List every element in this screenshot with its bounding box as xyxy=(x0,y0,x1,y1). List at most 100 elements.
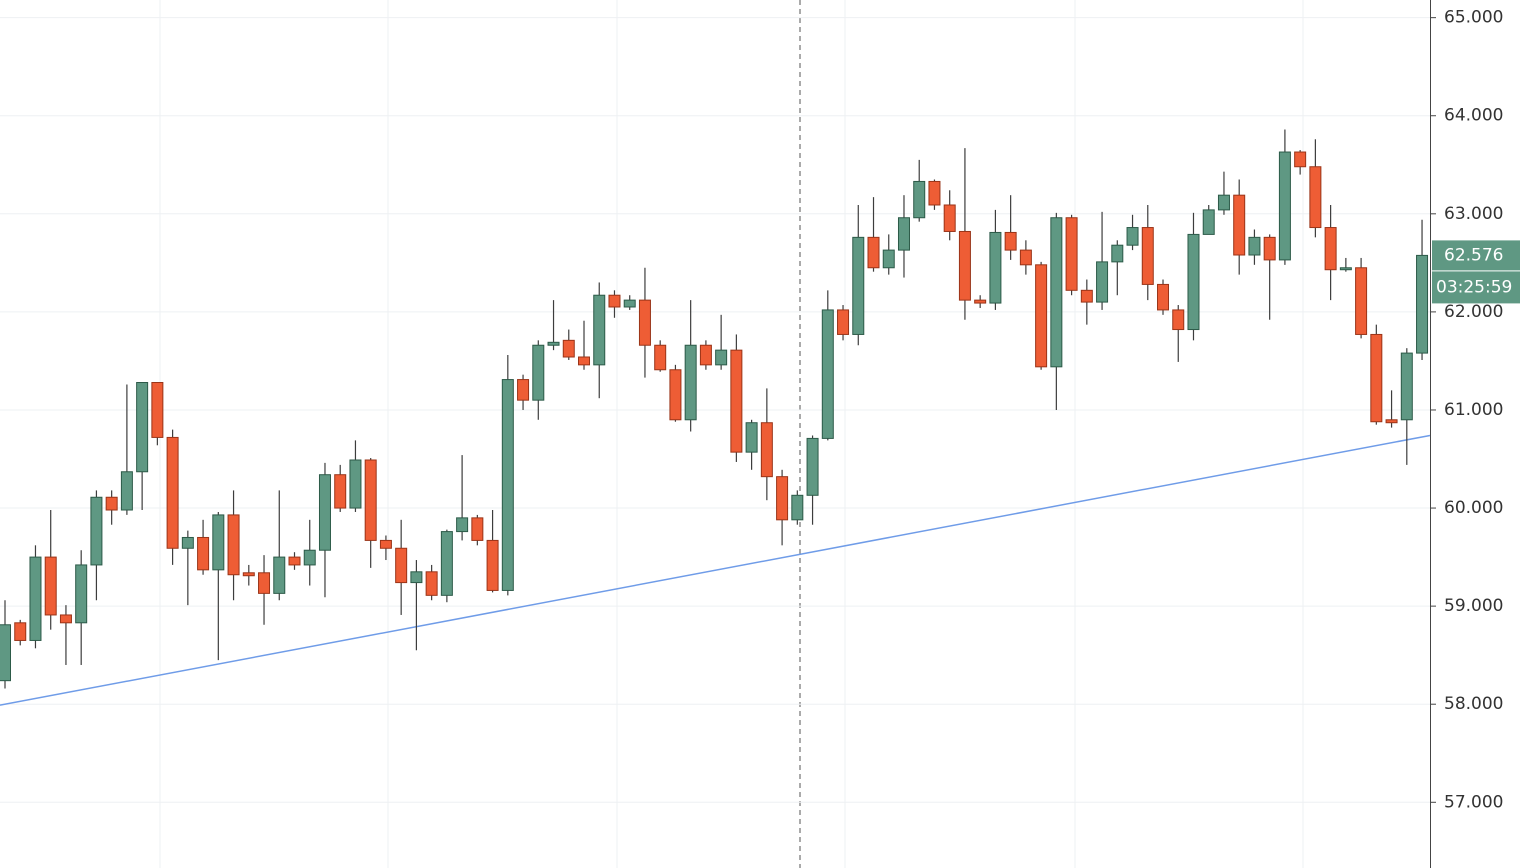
candle-body xyxy=(288,556,301,566)
last-price-box xyxy=(1432,240,1520,271)
y-tick-label: 59.000 xyxy=(1444,596,1503,616)
candle-body xyxy=(379,539,392,549)
candle-body xyxy=(867,236,880,269)
candle-body xyxy=(1019,249,1032,266)
candle-body xyxy=(425,571,438,596)
candle-body xyxy=(501,379,514,591)
candle-body xyxy=(181,536,194,549)
candle-body xyxy=(120,471,133,511)
candle-body xyxy=(791,494,804,521)
candle-body xyxy=(227,514,240,576)
candle-body xyxy=(364,459,377,541)
candle-body xyxy=(699,344,712,366)
candle-body xyxy=(1157,283,1170,311)
candle-body xyxy=(1141,227,1154,285)
candle-body xyxy=(1202,209,1215,235)
candle-body xyxy=(517,379,530,401)
y-tick-label: 57.000 xyxy=(1444,792,1503,812)
y-tick-label: 58.000 xyxy=(1444,694,1503,714)
candle-body xyxy=(440,531,453,596)
candle-body xyxy=(151,382,164,438)
candle-body xyxy=(334,474,347,509)
candle-body xyxy=(1263,236,1276,261)
candle-body xyxy=(242,572,255,577)
candle-body xyxy=(471,517,484,541)
trendline xyxy=(0,434,1431,706)
y-tick-label: 60.000 xyxy=(1444,498,1503,518)
y-tick-label: 64.000 xyxy=(1444,106,1503,126)
last-price-label: 62.576 xyxy=(1444,245,1503,265)
candle-body xyxy=(623,299,636,308)
y-tick-label: 65.000 xyxy=(1444,8,1503,28)
candle-body xyxy=(1416,254,1429,354)
candle-body xyxy=(29,556,42,641)
candle-body xyxy=(1080,289,1093,303)
candle-body xyxy=(1370,333,1383,423)
candle-body xyxy=(852,236,865,335)
candle-body xyxy=(258,572,271,594)
candle-body xyxy=(1065,217,1078,291)
candle-body xyxy=(1309,166,1322,229)
candle-body xyxy=(273,556,286,594)
candle-body xyxy=(1126,227,1139,246)
candle-body xyxy=(547,341,560,346)
candle-body xyxy=(212,514,225,571)
candle-body xyxy=(1355,267,1368,335)
y-tick-label: 62.000 xyxy=(1444,302,1503,322)
candle-body xyxy=(913,180,926,219)
candle-body xyxy=(745,422,758,453)
candle-body xyxy=(562,339,575,358)
candle-body xyxy=(578,356,591,366)
candle-body xyxy=(928,180,941,206)
candle-body xyxy=(730,349,743,453)
candle-body xyxy=(410,571,423,584)
candle-body xyxy=(1294,151,1307,168)
candle-body xyxy=(715,349,728,366)
y-tick-label: 61.000 xyxy=(1444,400,1503,420)
candle-body xyxy=(1324,227,1337,271)
candle-body xyxy=(897,217,910,251)
candle-body xyxy=(1248,236,1261,256)
candle-body xyxy=(760,422,773,478)
candle-body xyxy=(456,517,469,533)
candle-body xyxy=(776,476,789,521)
candle-body xyxy=(44,556,57,616)
candle-body xyxy=(1050,217,1063,368)
candle-body xyxy=(1111,244,1124,263)
candle-body xyxy=(1233,194,1246,256)
candle-body xyxy=(105,496,118,511)
candle-body xyxy=(958,230,971,301)
candle-body xyxy=(136,382,149,473)
candle-body xyxy=(837,309,850,335)
candle-body xyxy=(882,249,895,269)
candle-body xyxy=(166,436,179,549)
candle-body xyxy=(14,622,27,641)
candle-body xyxy=(1339,267,1352,271)
candle-body xyxy=(638,299,651,346)
candle-body xyxy=(608,294,621,308)
candle-body xyxy=(532,344,545,401)
candle-body xyxy=(1187,233,1200,331)
candle-body xyxy=(75,564,88,624)
candle-body xyxy=(593,294,606,366)
candle-body xyxy=(654,344,667,371)
candle-body xyxy=(684,344,697,421)
candle-body xyxy=(989,231,1002,304)
candle-body xyxy=(1217,194,1230,211)
candle-body xyxy=(0,624,11,682)
candle-body xyxy=(59,614,72,624)
countdown-box xyxy=(1432,271,1520,304)
candle-body xyxy=(1278,151,1291,261)
candle-body xyxy=(669,369,682,421)
candle-body xyxy=(395,547,408,584)
candle-body xyxy=(318,474,331,551)
countdown-label: 03:25:59 xyxy=(1436,277,1512,297)
candle-body xyxy=(1035,264,1048,368)
candle-body xyxy=(974,299,987,304)
candle-body xyxy=(303,549,316,566)
candle-body xyxy=(821,309,834,439)
candle-body xyxy=(1385,419,1398,424)
candle-body xyxy=(806,437,819,496)
candle-body xyxy=(1400,352,1413,421)
candle-body xyxy=(1172,309,1185,331)
